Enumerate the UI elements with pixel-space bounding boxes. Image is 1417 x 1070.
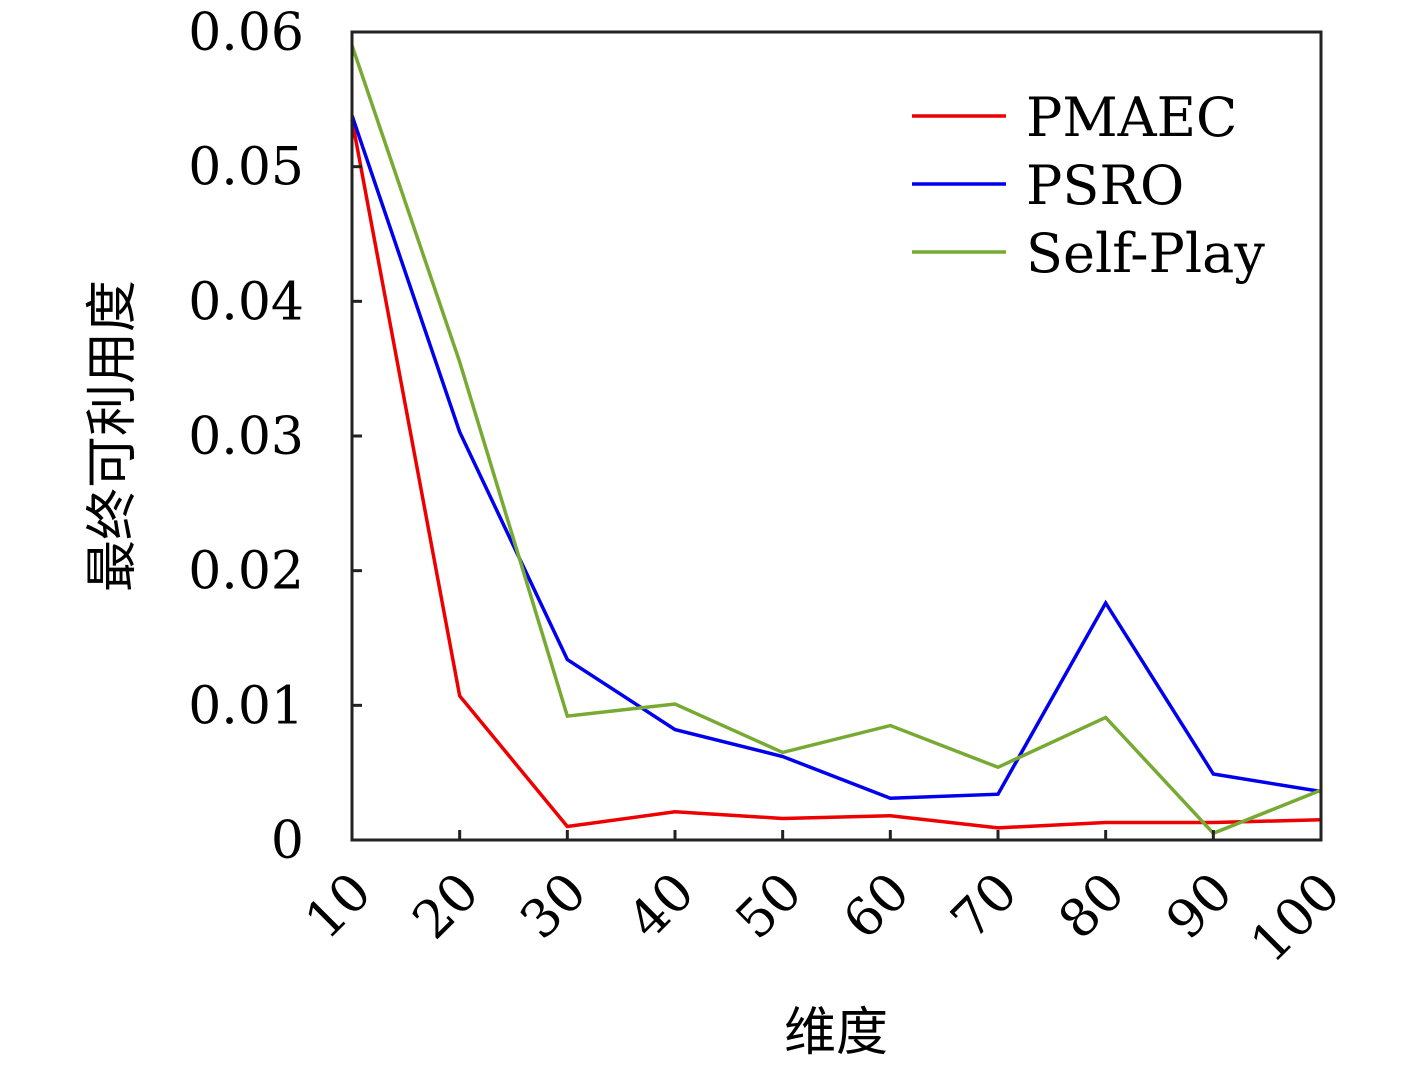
series-line-psro <box>350 114 1322 801</box>
x-tick-label: 10 <box>294 862 383 951</box>
x-tick-label: 80 <box>1048 862 1137 951</box>
y-tick-label: 0.01 <box>188 676 304 736</box>
legend-label: PSRO <box>1026 154 1184 217</box>
y-tick-label: 0 <box>271 811 304 871</box>
x-tick-label: 30 <box>509 862 598 951</box>
x-tick-label: 60 <box>832 862 921 951</box>
series-line-self-play <box>350 44 1322 836</box>
y-axis-title: 最终可利用度 <box>83 280 143 592</box>
x-tick-label: 50 <box>725 862 814 951</box>
y-tick-label: 0.02 <box>188 542 304 602</box>
x-tick-label: 20 <box>402 862 491 951</box>
y-axis: 0 0.01 0.02 0.03 0.04 0.05 0.06 <box>188 3 362 871</box>
x-tick-label: 90 <box>1155 862 1244 951</box>
y-tick-label: 0.05 <box>188 138 304 198</box>
legend-label: PMAEC <box>1026 86 1237 149</box>
series-lines <box>350 44 1322 836</box>
series-line-pmaec <box>350 119 1322 830</box>
x-tick-label: 70 <box>940 862 1029 951</box>
x-tick-label: 100 <box>1240 862 1353 975</box>
x-tick-label: 40 <box>617 862 706 951</box>
y-tick-label: 0.03 <box>188 407 304 467</box>
y-tick-label: 0.06 <box>188 3 304 63</box>
y-tick-label: 0.04 <box>188 272 304 332</box>
x-axis-title: 维度 <box>784 1003 888 1063</box>
legend-label: Self-Play <box>1026 222 1265 285</box>
